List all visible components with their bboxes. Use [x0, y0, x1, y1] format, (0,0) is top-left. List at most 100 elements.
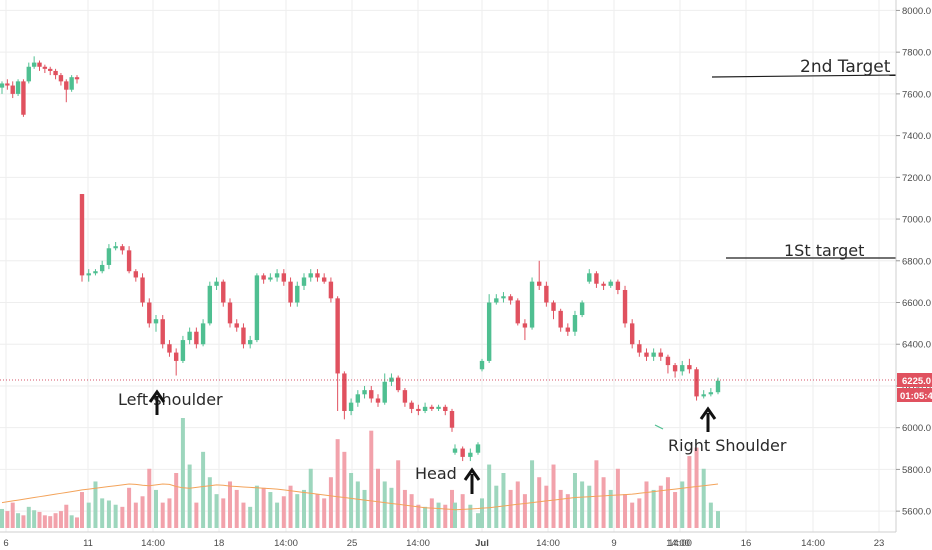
- volume-bar: [637, 498, 642, 528]
- candle-body: [475, 444, 481, 453]
- volume-bar: [268, 492, 273, 528]
- price-tick-label: 6400.0: [902, 340, 931, 351]
- candle-body: [479, 360, 485, 370]
- candle-body: [160, 319, 165, 345]
- candle-body: [637, 344, 642, 353]
- volume-bar: [680, 481, 685, 528]
- candle-body: [281, 273, 287, 282]
- volume-bar: [241, 502, 246, 528]
- candle-body: [79, 194, 85, 276]
- price-tick-label: 6000.0: [902, 423, 931, 434]
- candle-body: [708, 392, 714, 395]
- volume-bar: [349, 473, 354, 528]
- volume-bar: [288, 485, 293, 528]
- candle-body: [409, 402, 414, 409]
- candle-body: [106, 248, 112, 265]
- volume-bar: [86, 502, 91, 528]
- candle-body: [382, 381, 387, 403]
- volume-bar: [551, 464, 556, 528]
- second-target-line: [711, 74, 898, 78]
- candle-body: [680, 365, 685, 372]
- candle-body: [644, 352, 649, 357]
- volume-bar: [480, 498, 484, 528]
- volume-bar: [16, 513, 21, 528]
- countdown-badge: [897, 388, 932, 402]
- candle-body: [558, 310, 563, 328]
- time-tick-label: 6: [3, 538, 8, 549]
- volume-bar: [167, 498, 172, 528]
- candle-body: [93, 271, 98, 274]
- candle-body: [579, 302, 585, 316]
- time-tick-label: 14:00: [801, 538, 825, 549]
- volume-bar: [716, 511, 720, 528]
- volume-bar: [53, 513, 58, 528]
- time-axis: 6 11 14:00 18 14:00 25 14:00 Jul 14:00 9 14:00 14:0…: [3, 538, 884, 549]
- candle-body: [0, 83, 5, 88]
- volume-bar: [302, 489, 306, 528]
- candle-body: [395, 377, 401, 391]
- volume-bar: [708, 502, 713, 528]
- time-tick-label: 11: [83, 538, 93, 549]
- volume-bar: [429, 498, 434, 528]
- volume-bar: [369, 430, 374, 528]
- candle-body: [694, 369, 699, 397]
- volume-bar: [355, 481, 360, 528]
- volume-bar: [75, 517, 79, 528]
- volume-bar: [665, 477, 670, 528]
- candle-body: [295, 285, 300, 303]
- volume-bar: [630, 502, 635, 528]
- candle-body: [120, 246, 125, 251]
- current-price-badge: [897, 373, 932, 387]
- candle-body: [140, 277, 145, 303]
- volume-bar: [64, 504, 69, 528]
- candle-body: [551, 302, 556, 311]
- volume-bar: [10, 502, 15, 528]
- candle-body: [173, 352, 179, 361]
- volume-bar: [436, 502, 441, 528]
- sketch-mark: [654, 424, 664, 430]
- volume-bar: [362, 489, 367, 528]
- candle-body: [254, 275, 260, 341]
- candle-body: [355, 394, 361, 403]
- volume-bar: [409, 494, 414, 528]
- volume-bar: [69, 515, 74, 528]
- candle-body: [26, 66, 31, 82]
- time-tick-label: 25: [347, 538, 358, 549]
- volume-bar: [120, 506, 125, 528]
- volume-bar: [180, 418, 185, 528]
- volume-bar: [587, 485, 592, 528]
- candle-body: [153, 319, 159, 324]
- candle-body: [194, 331, 199, 345]
- volume-bar: [228, 481, 232, 528]
- time-axis-background[interactable]: [0, 532, 932, 550]
- candle-body: [587, 273, 592, 282]
- price-tick-label: 7600.0: [902, 89, 931, 100]
- candle-body: [665, 356, 671, 366]
- candle-body: [42, 66, 48, 69]
- volume-bar: [651, 489, 656, 528]
- candle-body: [622, 289, 628, 324]
- candle-body: [486, 302, 492, 361]
- candle-body: [658, 352, 663, 357]
- candle-body: [10, 85, 15, 94]
- candle-body: [672, 365, 678, 372]
- volume-bar: [389, 487, 394, 528]
- volume-bar: [42, 515, 47, 528]
- price-tick-label: 6800.0: [902, 256, 931, 267]
- candle-body: [274, 273, 280, 278]
- candle-body: [494, 298, 499, 303]
- candle-body: [64, 81, 69, 90]
- volume-bar: [402, 489, 407, 528]
- volume-bar: [48, 516, 53, 528]
- candle-body: [147, 302, 152, 324]
- volume-bar: [80, 492, 84, 528]
- candle-body: [449, 410, 455, 428]
- volume-bar: [565, 494, 570, 528]
- volume-bar: [673, 492, 678, 528]
- volume-bar: [295, 494, 300, 528]
- price-axis-background[interactable]: [896, 0, 932, 532]
- candle-body: [268, 277, 273, 280]
- candle-body: [74, 77, 80, 80]
- first-target-label: 1St target: [784, 241, 864, 260]
